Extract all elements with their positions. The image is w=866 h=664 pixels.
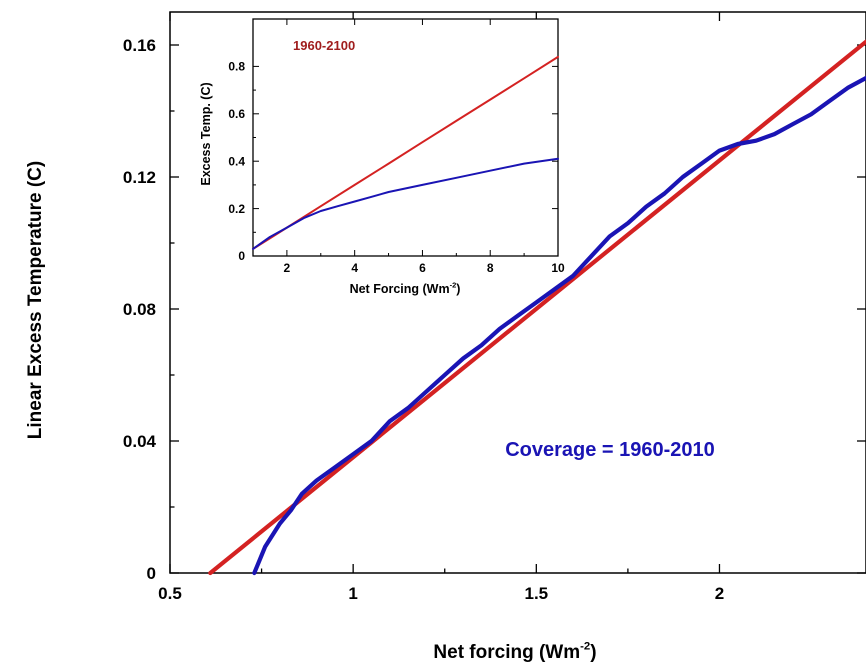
- inset-x-tick-label: 4: [351, 261, 358, 275]
- inset-x-tick-label: 8: [487, 261, 494, 275]
- main-plot: 0.5 1 1.5 2 0 0.04 0.08 0.12 0.16 Net forcing (Wm…: [25, 11, 866, 663]
- inset-series-line-2: [252, 157, 559, 250]
- coverage-annotation: Coverage = 1960-2010: [505, 439, 715, 461]
- y-tick-label: 0.08: [123, 300, 156, 319]
- inset-y-tick-label: 0.2: [228, 202, 245, 216]
- inset-x-tick-label: 6: [419, 261, 426, 275]
- y-tick-label: 0.04: [123, 432, 157, 451]
- y-tick-label: 0.16: [123, 36, 156, 55]
- y-axis-title: Linear Excess Temperature (C): [25, 161, 46, 439]
- y-tick-label: 0: [147, 564, 156, 583]
- x-tick-label: 0.5: [158, 584, 182, 603]
- x-tick-label: 1: [348, 584, 357, 603]
- series-line-2: [252, 75, 866, 576]
- inset-y-tick-label: 0.8: [228, 60, 245, 74]
- inset-x-tick-label: 2: [284, 261, 291, 275]
- x-axis-title: Net forcing (Wm-2): [433, 640, 596, 663]
- x-tick-label: 1.5: [524, 584, 548, 603]
- inset-series-line-1: [252, 55, 559, 250]
- inset-y-tick-label: 0: [238, 249, 245, 263]
- y-tick-label: 0.12: [123, 168, 156, 187]
- inset-title: 1960-2100: [293, 38, 355, 53]
- series-line-1: [208, 39, 866, 576]
- inset-plot: 2 4 6 8 10 0 0.2 0.4 0.6 0.8 Net Forcing (Wm-2) Exc…: [199, 18, 565, 296]
- inset-x-tick-label: 10: [551, 261, 565, 275]
- inset-y-tick-label: 0.4: [228, 154, 245, 168]
- plot-frame: [169, 11, 866, 574]
- x-tick-label: 2: [715, 584, 724, 603]
- inset-x-axis-title: Net Forcing (Wm-2): [350, 280, 461, 296]
- inset-y-axis-title: Excess Temp. (C): [199, 82, 213, 185]
- inset-y-tick-label: 0.6: [228, 107, 245, 121]
